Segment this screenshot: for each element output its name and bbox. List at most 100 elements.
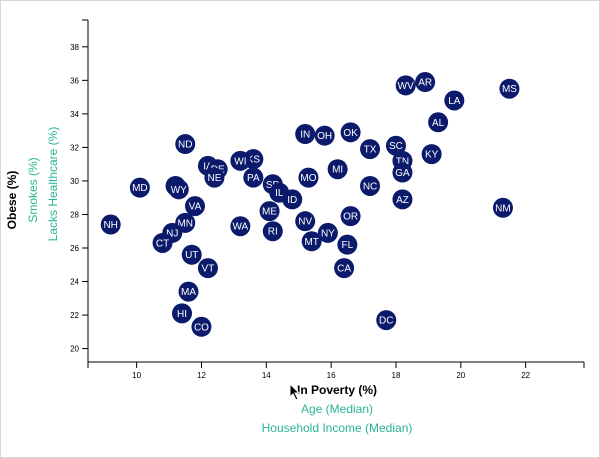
state-circle[interactable] bbox=[334, 258, 355, 279]
state-point-az[interactable]: AZ bbox=[392, 189, 413, 210]
y-axis-title-smokes[interactable]: Smokes (%) bbox=[26, 157, 40, 222]
state-point-nh[interactable]: NH bbox=[100, 214, 121, 235]
state-circle[interactable] bbox=[243, 167, 264, 188]
state-point-mo[interactable]: MO bbox=[298, 167, 319, 188]
state-point-ut[interactable]: UT bbox=[181, 244, 202, 265]
state-point-nc[interactable]: NC bbox=[360, 175, 381, 196]
state-point-hi[interactable]: HI bbox=[172, 303, 193, 324]
state-point-al[interactable]: AL bbox=[428, 112, 449, 133]
state-circle[interactable] bbox=[317, 222, 338, 243]
state-circle[interactable] bbox=[152, 232, 173, 253]
x-tick-label: 18 bbox=[392, 371, 401, 380]
mouse-pointer-icon bbox=[289, 383, 301, 401]
state-circle[interactable] bbox=[168, 179, 189, 200]
state-point-va[interactable]: VA bbox=[184, 196, 205, 217]
state-circle[interactable] bbox=[184, 196, 205, 217]
state-point-pa[interactable]: PA bbox=[243, 167, 264, 188]
state-circle[interactable] bbox=[327, 159, 348, 180]
state-point-ny[interactable]: NY bbox=[317, 222, 338, 243]
state-circle[interactable] bbox=[444, 90, 465, 111]
state-point-ar[interactable]: AR bbox=[415, 72, 436, 93]
state-circle[interactable] bbox=[298, 167, 319, 188]
state-point-wa[interactable]: WA bbox=[230, 216, 251, 237]
state-point-ca[interactable]: CA bbox=[334, 258, 355, 279]
state-point-wy[interactable]: WY bbox=[168, 179, 189, 200]
state-point-la[interactable]: LA bbox=[444, 90, 465, 111]
state-point-tx[interactable]: TX bbox=[360, 139, 381, 160]
state-point-in[interactable]: IN bbox=[295, 124, 316, 144]
state-circle[interactable] bbox=[282, 189, 303, 210]
state-circle[interactable] bbox=[100, 214, 121, 235]
x-axis: 10 12 14 16 18 20 22 bbox=[87, 361, 585, 380]
state-circle[interactable] bbox=[259, 201, 280, 222]
state-circle[interactable] bbox=[230, 150, 251, 171]
x-axis-title-in-poverty[interactable]: In Poverty (%) bbox=[297, 383, 377, 397]
state-point-md[interactable]: MD bbox=[129, 177, 150, 198]
state-point-ct[interactable]: CT bbox=[152, 232, 173, 253]
state-circle[interactable] bbox=[415, 72, 436, 93]
state-label: VT bbox=[202, 264, 215, 275]
state-circle[interactable] bbox=[392, 189, 413, 210]
state-label: HI bbox=[177, 309, 187, 320]
state-circle[interactable] bbox=[421, 144, 442, 165]
state-circle[interactable] bbox=[376, 310, 397, 331]
state-circle[interactable] bbox=[181, 244, 202, 265]
state-point-ok[interactable]: OK bbox=[340, 122, 361, 143]
state-circle[interactable] bbox=[204, 167, 225, 188]
state-point-ne[interactable]: NE bbox=[204, 167, 225, 188]
state-circle[interactable] bbox=[340, 206, 361, 227]
state-circle[interactable] bbox=[191, 316, 212, 337]
state-circle[interactable] bbox=[340, 122, 361, 143]
state-circle[interactable] bbox=[314, 125, 335, 146]
y-tick-label: 28 bbox=[70, 210, 79, 219]
x-axis-title-household-income[interactable]: Household Income (Median) bbox=[262, 421, 413, 435]
state-point-dc[interactable]: DC bbox=[376, 310, 397, 331]
state-point-ga[interactable]: GA bbox=[392, 162, 413, 183]
state-circle[interactable] bbox=[295, 211, 316, 232]
state-point-nv[interactable]: NV bbox=[295, 211, 316, 232]
y-axis-title-lacks-healthcare[interactable]: Lacks Healthcare (%) bbox=[46, 127, 60, 242]
state-circle[interactable] bbox=[301, 231, 322, 252]
state-circle[interactable] bbox=[499, 78, 520, 99]
state-point-co[interactable]: CO bbox=[191, 316, 212, 337]
state-point-ky[interactable]: KY bbox=[421, 144, 442, 165]
state-point-wi[interactable]: WI bbox=[230, 150, 251, 171]
state-circle[interactable] bbox=[175, 134, 196, 155]
y-axis-title-obese[interactable]: Obese (%) bbox=[5, 171, 19, 230]
state-point-id[interactable]: ID bbox=[282, 189, 303, 210]
state-point-sc[interactable]: SC bbox=[385, 135, 406, 156]
x-axis-title-age[interactable]: Age (Median) bbox=[301, 402, 373, 416]
state-circle[interactable] bbox=[492, 197, 513, 218]
state-circle[interactable] bbox=[197, 258, 218, 279]
state-circle[interactable] bbox=[385, 135, 406, 156]
state-point-nm[interactable]: NM bbox=[492, 197, 513, 218]
state-circle[interactable] bbox=[428, 112, 449, 133]
state-point-or[interactable]: OR bbox=[340, 206, 361, 227]
state-circle[interactable] bbox=[230, 216, 251, 237]
state-circle[interactable] bbox=[395, 75, 416, 96]
x-tick-label: 22 bbox=[521, 371, 530, 380]
state-label: MS bbox=[502, 84, 517, 95]
state-point-mt[interactable]: MT bbox=[301, 231, 322, 252]
state-circle[interactable] bbox=[392, 162, 413, 183]
state-point-ma[interactable]: MA bbox=[178, 281, 199, 302]
state-circle[interactable] bbox=[337, 234, 358, 255]
state-point-oh[interactable]: OH bbox=[314, 125, 335, 146]
state-point-vt[interactable]: VT bbox=[197, 258, 218, 279]
state-circle[interactable] bbox=[262, 221, 283, 242]
state-point-ms[interactable]: MS bbox=[499, 78, 520, 99]
state-circle[interactable] bbox=[129, 177, 150, 198]
state-point-mi[interactable]: MI bbox=[327, 159, 348, 180]
state-circle[interactable] bbox=[172, 303, 193, 324]
state-circle[interactable] bbox=[360, 139, 381, 160]
y-tick-label: 36 bbox=[70, 76, 79, 85]
y-tick-label: 20 bbox=[70, 345, 79, 354]
state-circle[interactable] bbox=[178, 281, 199, 302]
state-circle[interactable] bbox=[360, 175, 381, 196]
state-circle[interactable] bbox=[295, 124, 316, 144]
state-point-wv[interactable]: WV bbox=[395, 75, 416, 96]
state-point-nd[interactable]: ND bbox=[175, 134, 196, 155]
state-point-fl[interactable]: FL bbox=[337, 234, 358, 255]
state-point-me[interactable]: ME bbox=[259, 201, 280, 222]
state-point-ri[interactable]: RI bbox=[262, 221, 283, 242]
